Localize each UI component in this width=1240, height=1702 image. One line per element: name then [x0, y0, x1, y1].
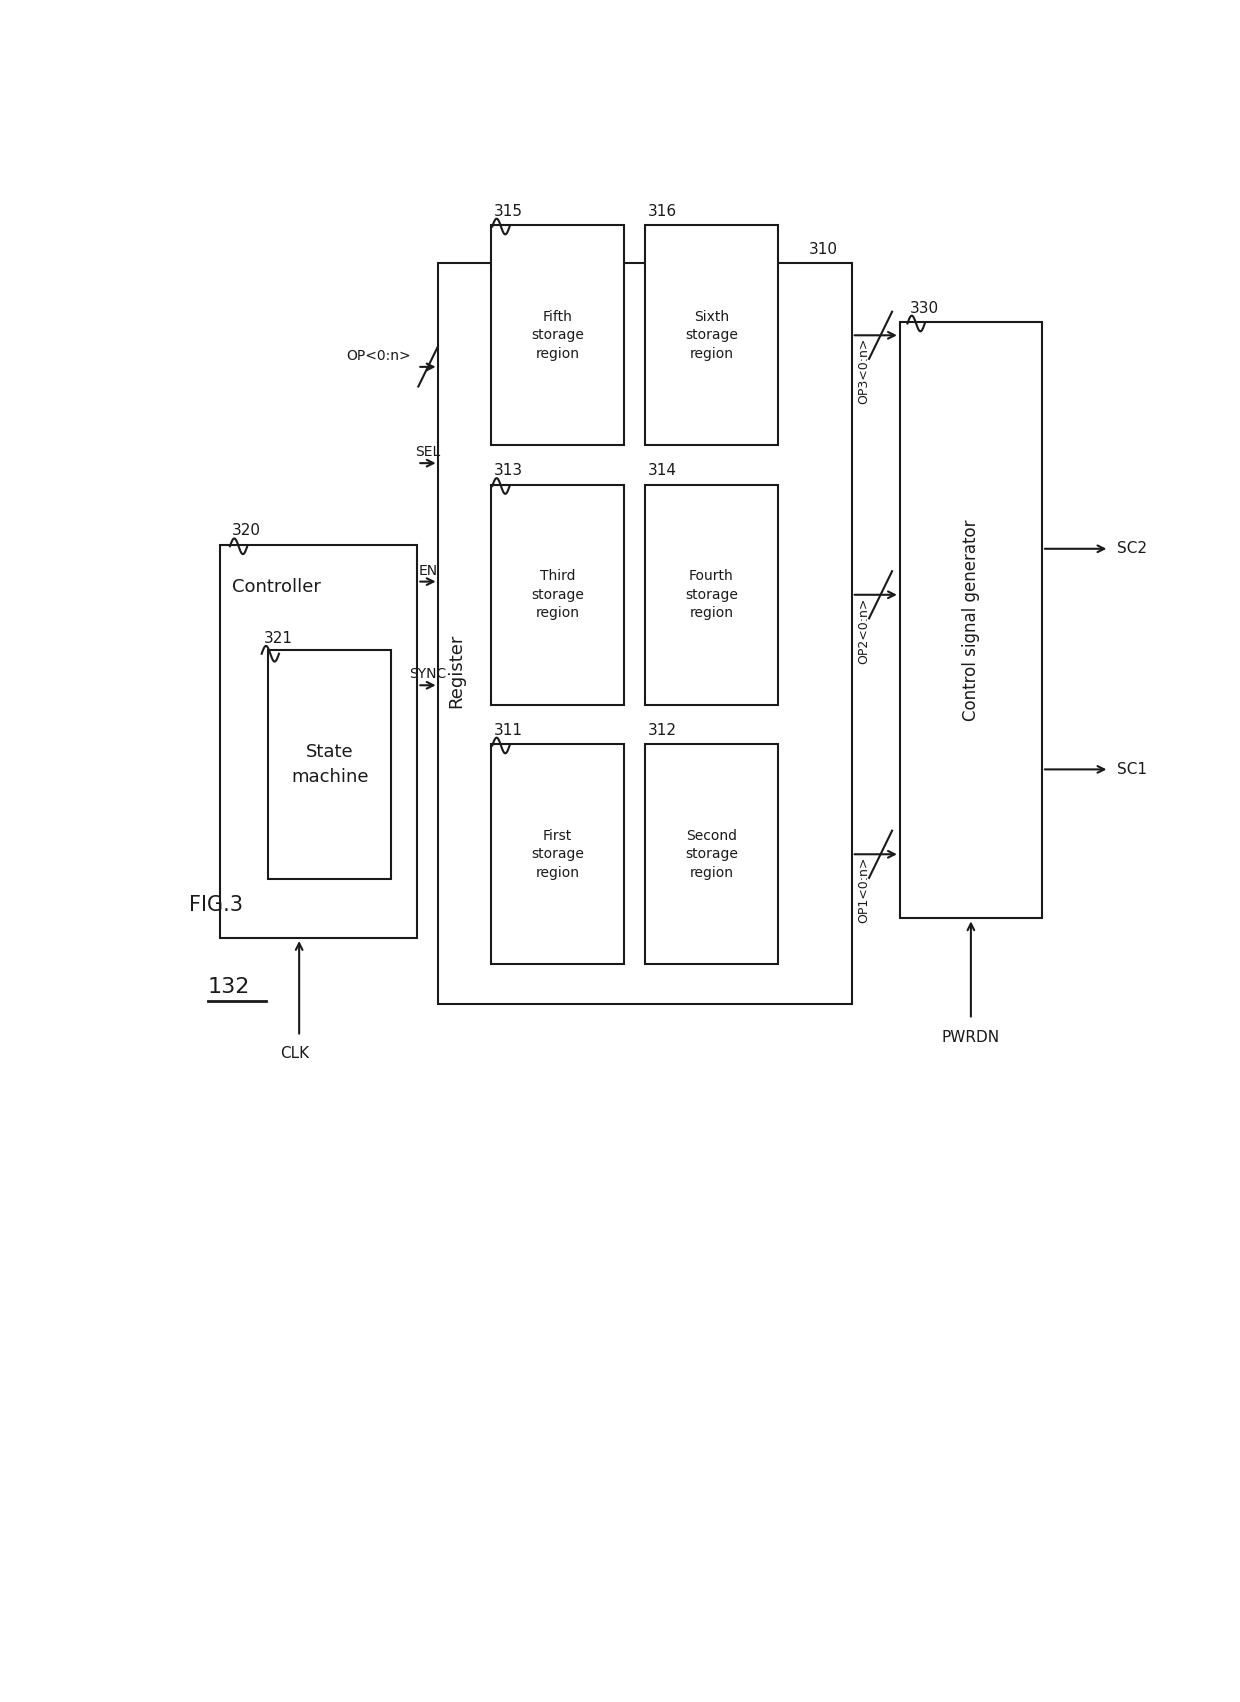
Text: PWRDN: PWRDN — [942, 1030, 999, 1045]
Text: EN: EN — [418, 563, 438, 577]
Text: CLK: CLK — [280, 1045, 309, 1060]
Bar — [491, 225, 624, 446]
Text: FIG.3: FIG.3 — [188, 895, 243, 916]
Text: Second
storage
region: Second storage region — [684, 829, 738, 880]
Bar — [645, 485, 777, 705]
Bar — [900, 322, 1042, 919]
Text: 321: 321 — [264, 631, 293, 645]
Text: Control signal generator: Control signal generator — [962, 519, 980, 722]
Text: OP3<0:n>: OP3<0:n> — [858, 339, 870, 405]
Text: Fifth
storage
region: Fifth storage region — [531, 310, 584, 361]
Text: First
storage
region: First storage region — [531, 829, 584, 880]
Text: 316: 316 — [649, 204, 677, 218]
Text: OP<0:n>: OP<0:n> — [346, 349, 410, 363]
Bar — [491, 485, 624, 705]
Text: SEL: SEL — [415, 446, 440, 460]
Text: SC2: SC2 — [1117, 541, 1147, 557]
Text: 310: 310 — [808, 242, 837, 257]
Text: 320: 320 — [232, 524, 260, 538]
Text: OP2<0:n>: OP2<0:n> — [858, 597, 870, 664]
Text: 313: 313 — [495, 463, 523, 478]
Bar — [268, 650, 392, 880]
Text: 312: 312 — [649, 723, 677, 737]
Text: 315: 315 — [495, 204, 523, 218]
Bar — [645, 744, 777, 965]
Text: 314: 314 — [649, 463, 677, 478]
Text: Fourth
storage
region: Fourth storage region — [684, 570, 738, 620]
Bar — [491, 744, 624, 965]
Text: 311: 311 — [495, 723, 523, 737]
Text: Third
storage
region: Third storage region — [531, 570, 584, 620]
Text: SYNC: SYNC — [409, 667, 446, 681]
Bar — [221, 545, 418, 938]
Text: Sixth
storage
region: Sixth storage region — [684, 310, 738, 361]
Text: Register: Register — [446, 633, 465, 708]
Text: OP1<0:n>: OP1<0:n> — [858, 856, 870, 922]
Text: 132: 132 — [208, 977, 250, 997]
Bar — [439, 264, 852, 1004]
Text: State
machine: State machine — [291, 744, 368, 786]
Text: SC1: SC1 — [1117, 762, 1147, 776]
Text: Controller: Controller — [232, 577, 321, 596]
Bar — [645, 225, 777, 446]
Text: 330: 330 — [909, 301, 939, 315]
